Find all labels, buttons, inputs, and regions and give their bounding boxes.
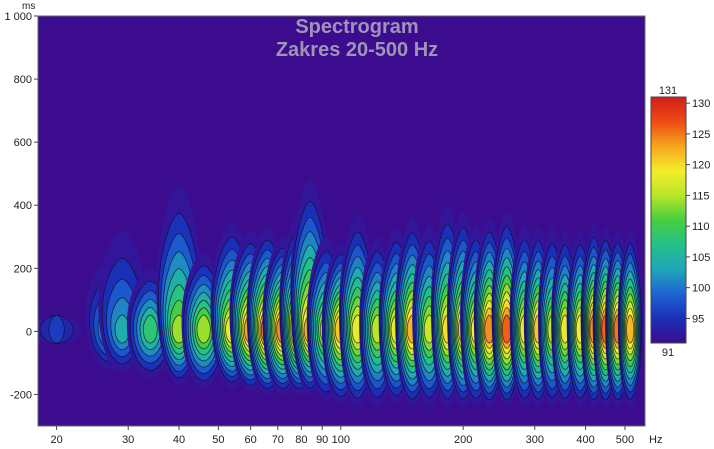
colorbar-min-label: 91 xyxy=(662,347,674,359)
x-tick-label: 100 xyxy=(332,434,350,446)
peak-contour-level xyxy=(196,314,211,344)
y-tick-label: 200 xyxy=(14,263,32,275)
x-tick-label: 200 xyxy=(454,434,472,446)
colorbar-tick-label: 120 xyxy=(692,160,710,172)
colorbar-tick-label: 110 xyxy=(692,221,710,233)
chart-title: Spectrogram xyxy=(295,16,418,38)
spectrogram-peaks xyxy=(38,180,643,408)
peak-contour-level xyxy=(142,314,158,344)
colorbar-tick-label: 105 xyxy=(692,252,710,264)
y-tick-label: 0 xyxy=(26,326,32,338)
y-axis-unit: ms xyxy=(22,1,35,12)
colorbar-tick-label: 125 xyxy=(692,129,710,141)
y-tick-label: 600 xyxy=(14,137,32,149)
y-axis-ticks: 1 000 800 600 400 200 0 -200 xyxy=(4,11,38,401)
spectrogram-peak xyxy=(617,230,643,408)
peak-contour-level xyxy=(48,314,65,344)
x-tick-label: 20 xyxy=(50,434,62,446)
y-tick-label: -200 xyxy=(10,389,32,401)
x-axis-ticks: 20 30 40 50 60 70 80 90 100 200 300 400 500 xyxy=(50,426,634,446)
x-tick-label: 90 xyxy=(316,434,328,446)
x-tick-label: 50 xyxy=(212,434,224,446)
chart-subtitle: Zakres 20-500 Hz xyxy=(276,39,438,61)
x-tick-label: 500 xyxy=(616,434,634,446)
colorbar-max-label: 131 xyxy=(659,85,677,97)
y-tick-label: 800 xyxy=(14,74,32,86)
y-tick-label: 400 xyxy=(14,200,32,212)
x-tick-label: 30 xyxy=(122,434,134,446)
x-tick-label: 80 xyxy=(295,434,307,446)
x-tick-label: 60 xyxy=(244,434,256,446)
x-tick-label: 400 xyxy=(576,434,594,446)
y-tick-label: 1 000 xyxy=(4,11,32,23)
x-tick-label: 300 xyxy=(526,434,544,446)
plot-frame xyxy=(37,15,646,427)
x-tick-label: 40 xyxy=(173,434,185,446)
colorbar-tick-label: 115 xyxy=(692,190,710,202)
peak-contour-level xyxy=(626,314,635,344)
colorbar-tick-label: 95 xyxy=(692,313,704,325)
colorbar-tick-label: 100 xyxy=(692,283,710,295)
x-axis-unit: Hz xyxy=(649,434,662,446)
spectrogram-peak xyxy=(38,314,83,344)
colorbar xyxy=(650,96,687,344)
colorbar-tick-label: 130 xyxy=(692,98,710,110)
colorbar-ticks: 130 125 120 115 110 105 100 95 xyxy=(686,98,710,325)
x-tick-label: 70 xyxy=(272,434,284,446)
